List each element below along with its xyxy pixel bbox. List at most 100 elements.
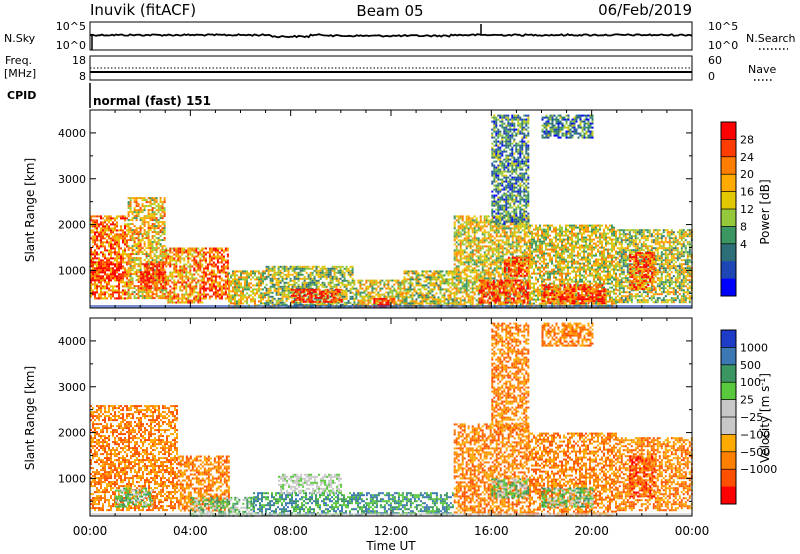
range-gate-cell <box>207 268 209 270</box>
range-gate-cell <box>138 263 140 265</box>
range-gate-cell <box>148 231 150 233</box>
range-gate-cell <box>187 298 189 300</box>
range-gate-cell <box>258 296 260 298</box>
range-gate-cell <box>114 279 116 281</box>
range-gate-cell <box>124 237 126 239</box>
range-gate-cell <box>108 245 110 247</box>
range-gate-cell <box>179 272 181 274</box>
range-gate-cell <box>102 225 104 227</box>
range-gate-cell <box>100 215 102 217</box>
range-gate-cell <box>144 283 146 285</box>
range-gate-cell <box>128 261 130 263</box>
range-gate-cell <box>209 284 211 286</box>
range-gate-cell <box>102 223 104 225</box>
range-gate-cell <box>183 268 185 270</box>
range-gate-cell <box>98 263 100 265</box>
range-gate-cell <box>221 270 223 272</box>
range-gate-cell <box>128 231 130 233</box>
range-gate-cell <box>100 281 102 283</box>
range-gate-cell <box>193 250 195 252</box>
range-gate-cell <box>227 266 229 268</box>
range-gate-cell <box>140 239 142 241</box>
range-gate-cell <box>110 275 112 277</box>
range-gate-cell <box>162 251 164 253</box>
range-gate-cell <box>191 280 193 282</box>
range-gate-cell <box>100 289 102 291</box>
range-gate-cell <box>102 229 104 231</box>
range-gate-cell <box>146 295 148 297</box>
range-gate-cell <box>213 282 215 284</box>
range-gate-cell <box>96 287 98 289</box>
range-gate-cell <box>165 292 167 294</box>
range-gate-cell <box>116 297 118 299</box>
range-gate-cell <box>130 229 132 231</box>
range-gate-cell <box>120 263 122 265</box>
range-gate-cell <box>132 269 134 271</box>
range-gate-cell <box>152 197 154 199</box>
range-gate-cell <box>242 302 244 304</box>
range-gate-cell <box>150 277 152 279</box>
range-gate-cell <box>154 225 156 227</box>
range-gate-cell <box>209 248 211 250</box>
range-gate-cell <box>162 209 164 211</box>
range-gate-cell <box>114 265 116 267</box>
range-gate-cell <box>138 287 140 289</box>
range-gate-cell <box>98 265 100 267</box>
range-gate-cell <box>140 273 142 275</box>
range-gate-cell <box>136 285 138 287</box>
range-gate-cell <box>154 241 156 243</box>
range-gate-cell <box>160 249 162 251</box>
range-gate-cell <box>108 249 110 251</box>
range-gate-cell <box>140 229 142 231</box>
range-gate-cell <box>248 274 250 276</box>
range-gate-cell <box>102 293 104 295</box>
range-gate-cell <box>108 295 110 297</box>
range-gate-cell <box>183 282 185 284</box>
range-gate-cell <box>146 285 148 287</box>
range-gate-cell <box>191 292 193 294</box>
range-gate-cell <box>228 272 230 274</box>
range-gate-cell <box>217 260 219 262</box>
range-gate-cell <box>219 276 221 278</box>
range-gate-cell <box>160 243 162 245</box>
range-gate-cell <box>160 205 162 207</box>
range-gate-cell <box>181 268 183 270</box>
range-gate-cell <box>165 252 167 254</box>
range-gate-cell <box>215 282 217 284</box>
range-gate-cell <box>144 269 146 271</box>
range-gate-cell <box>96 267 98 269</box>
range-gate-cell <box>238 280 240 282</box>
range-gate-cell <box>134 253 136 255</box>
range-gate-cell <box>110 217 112 219</box>
range-gate-cell <box>94 293 96 295</box>
range-gate-cell <box>248 296 250 298</box>
range-gate-cell <box>110 237 112 239</box>
range-gate-cell <box>156 289 158 291</box>
range-gate-cell <box>232 278 234 280</box>
range-gate-cell <box>238 288 240 290</box>
range-gate-cell <box>169 276 171 278</box>
range-gate-cell <box>108 243 110 245</box>
range-gate-cell <box>112 239 114 241</box>
range-gate-cell <box>118 233 120 235</box>
range-gate-cell <box>142 297 144 299</box>
range-gate-cell <box>156 277 158 279</box>
range-gate-cell <box>114 259 116 261</box>
power-scatter-data <box>90 115 693 309</box>
range-gate-cell <box>92 277 94 279</box>
range-gate-cell <box>148 211 150 213</box>
station-title: Inuvik (fitACF) <box>90 1 196 19</box>
range-gate-cell <box>205 254 207 256</box>
range-gate-cell <box>132 237 134 239</box>
range-gate-cell <box>165 290 167 292</box>
range-gate-cell <box>181 270 183 272</box>
range-gate-cell <box>152 259 154 261</box>
range-gate-cell <box>136 201 138 203</box>
range-gate-cell <box>162 227 164 229</box>
range-gate-cell <box>106 269 108 271</box>
range-gate-cell <box>110 257 112 259</box>
range-gate-cell <box>108 217 110 219</box>
range-gate-cell <box>138 209 140 211</box>
range-gate-cell <box>130 259 132 261</box>
range-gate-cell <box>171 258 173 260</box>
